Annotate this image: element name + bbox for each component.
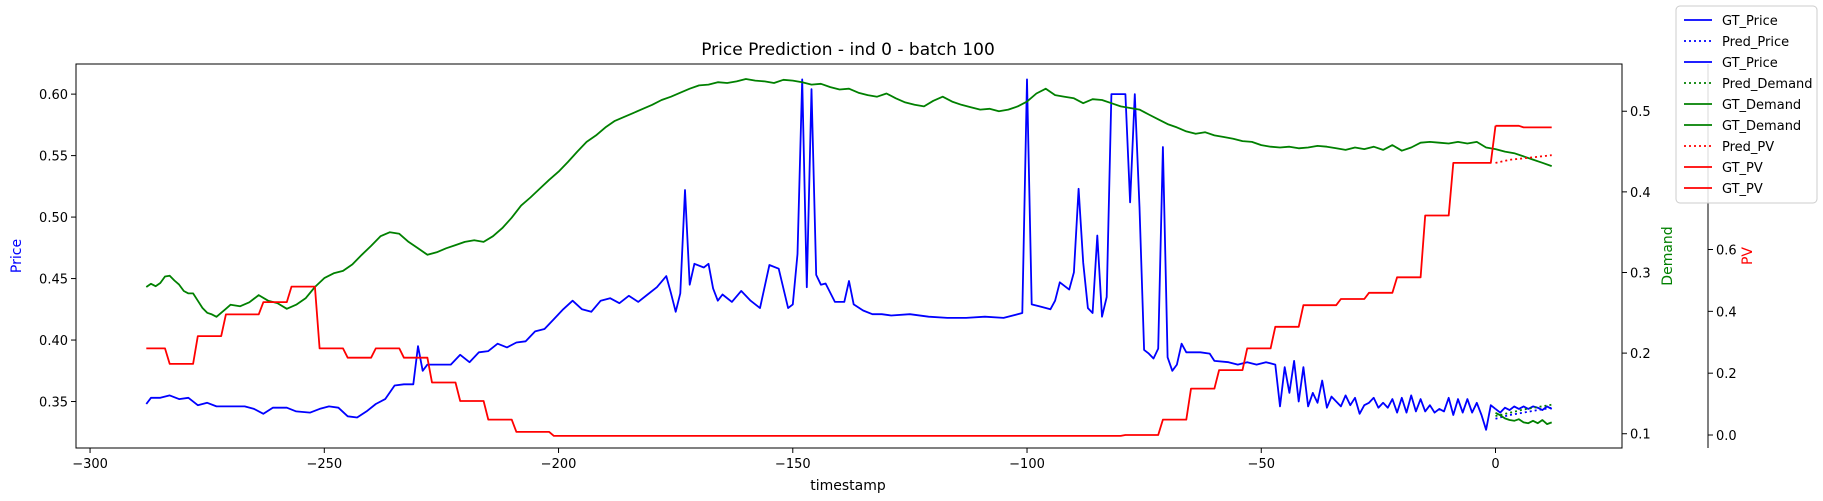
legend-label: GT_PV: [1722, 161, 1763, 176]
legend-label: GT_Price: [1722, 56, 1778, 71]
plot-area: [75, 63, 1623, 449]
legend-box: [1675, 5, 1818, 204]
price-tick-label: 0.45: [39, 273, 68, 288]
x-tick-label: −200: [541, 457, 577, 472]
pv-axis: 0.0 0.2 0.4 0.6: [1707, 64, 1737, 448]
x-tick-label: −250: [306, 457, 342, 472]
price-axis: 0.35 0.40 0.45 0.50 0.55 0.60: [39, 88, 76, 411]
plot-frame: [75, 63, 1623, 449]
demand-tick-label: 0.1: [1630, 428, 1651, 443]
series-line-gt-pv: [146, 125, 1497, 437]
legend: GT_Price Pred_Price GT_Price Pred_Demand GT_…: [1675, 5, 1818, 204]
pv-tick-label: 0.0: [1716, 429, 1737, 444]
pv-tick-label: 0.6: [1716, 244, 1737, 259]
legend-label: GT_Demand: [1722, 98, 1801, 113]
legend-label: GT_PV: [1722, 182, 1763, 197]
legend-label: Pred_Demand: [1722, 77, 1813, 92]
x-tick-label: −300: [72, 457, 108, 472]
x-tick-label: −150: [775, 457, 811, 472]
price-tick-label: 0.60: [39, 88, 68, 103]
series-line-gt-pv: [1495, 124, 1552, 129]
legend-label: GT_Demand: [1722, 119, 1801, 134]
x-axis: −300 −250 −200 −150 −100 −50 0: [72, 448, 1500, 472]
x-tick-label: −50: [1248, 457, 1275, 472]
series-line-gt-demand: [145, 78, 1553, 318]
demand-tick-label: 0.2: [1630, 347, 1651, 362]
demand-tick-label: 0.3: [1630, 266, 1651, 281]
x-tick-label: −100: [1009, 457, 1045, 472]
price-tick-label: 0.40: [39, 334, 68, 349]
series-line-gt-demand: [1495, 411, 1553, 426]
x-axis-label: timestamp: [810, 478, 886, 494]
legend-label: GT_Price: [1722, 14, 1778, 29]
series-layer: [145, 78, 1553, 437]
price-tick-label: 0.55: [39, 150, 68, 165]
price-tick-label: 0.50: [39, 211, 68, 226]
legend-label: Pred_PV: [1722, 140, 1774, 155]
pv-tick-label: 0.4: [1716, 305, 1737, 320]
demand-tick-label: 0.5: [1630, 105, 1651, 120]
x-tick-label: 0: [1491, 457, 1499, 472]
demand-axis: 0.1 0.2 0.3 0.4 0.5: [1622, 105, 1651, 443]
price-tick-label: 0.35: [39, 396, 68, 411]
pv-tick-label: 0.2: [1716, 367, 1737, 382]
legend-label: Pred_Price: [1722, 35, 1789, 50]
demand-tick-label: 0.4: [1630, 186, 1651, 201]
demand-axis-label: Demand: [1660, 226, 1676, 285]
chart-title: Price Prediction - ind 0 - batch 100: [701, 40, 995, 60]
series-line-gt-price: [145, 78, 1497, 431]
price-axis-label: Price: [9, 239, 25, 273]
series-line-gt-price: [1494, 405, 1553, 414]
pv-axis-label: PV: [1740, 247, 1756, 265]
